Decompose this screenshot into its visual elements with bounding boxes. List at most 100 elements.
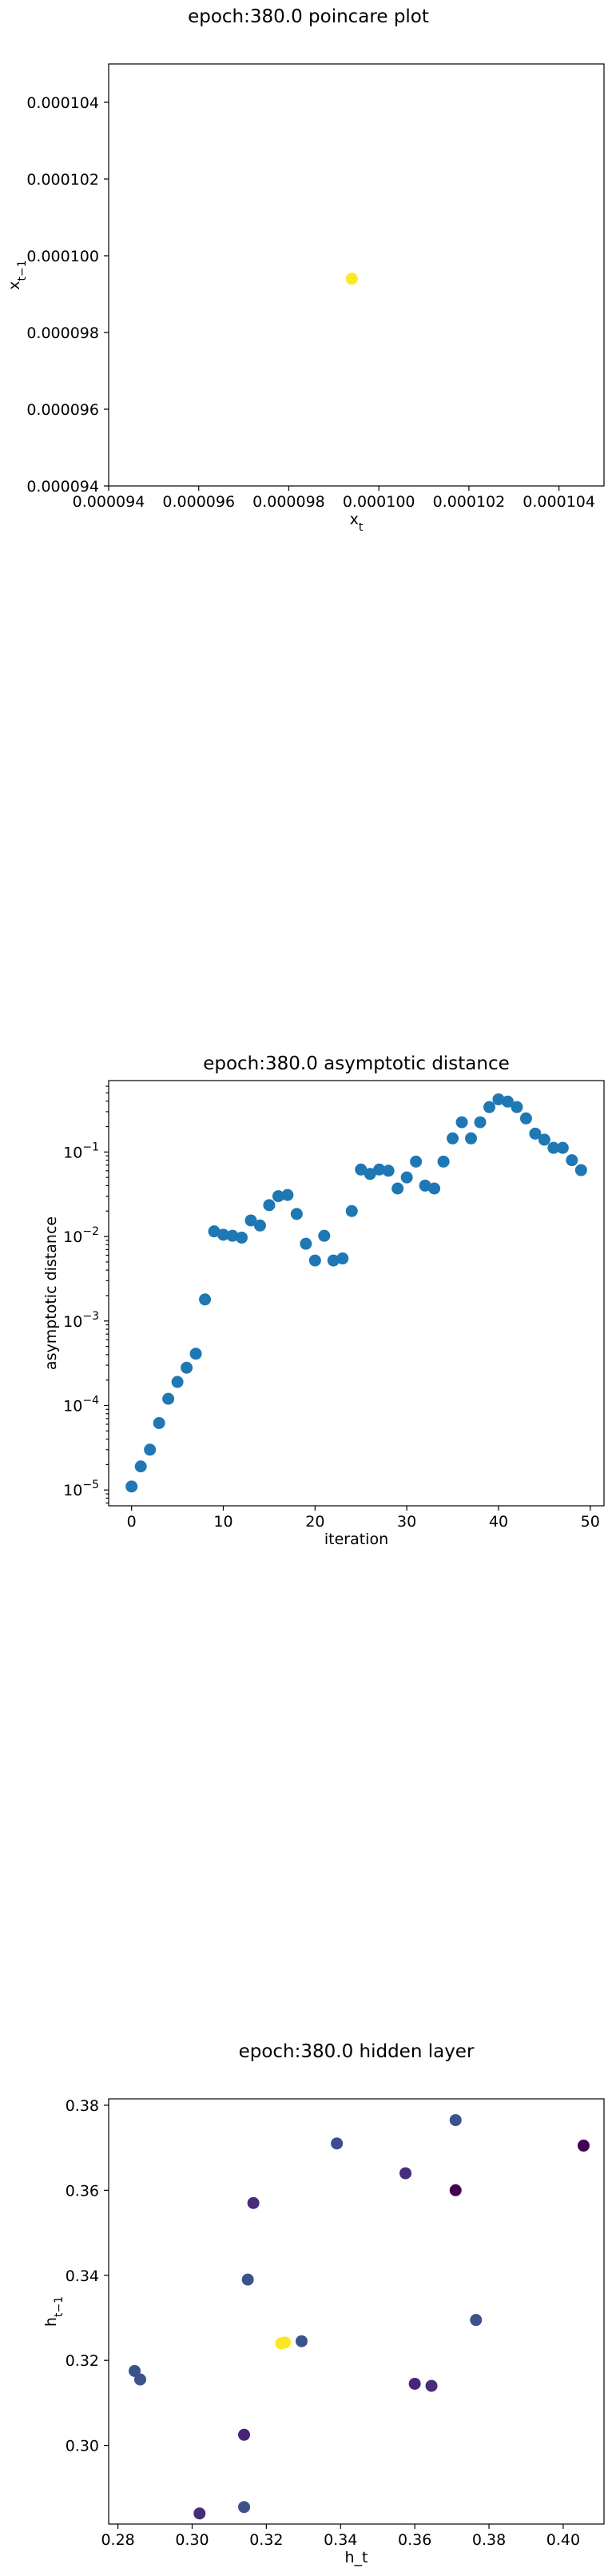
data-points xyxy=(345,273,358,285)
data-point xyxy=(235,1231,248,1244)
x-axis: 0.28 0.30 0.32 0.34 0.36 0.38 0.40 xyxy=(101,2524,580,2549)
data-point xyxy=(511,1101,523,1113)
data-point xyxy=(556,1141,569,1154)
data-point xyxy=(474,1116,487,1129)
data-point xyxy=(336,1252,349,1265)
plot-frame xyxy=(108,2098,605,2525)
data-point xyxy=(331,2137,344,2150)
data-point xyxy=(449,2184,462,2196)
data-point xyxy=(238,2501,251,2514)
y-axis: 10−5 10−4 10−3 10−2 10−1 xyxy=(63,1085,109,1504)
x-axis-label: iteration xyxy=(324,1531,388,1548)
x-tick-label: 0.000096 xyxy=(162,493,235,511)
x-axis: 0.000094 0.000096 0.000098 0.000100 0.000102… xyxy=(73,486,595,511)
x-tick-label: 0.32 xyxy=(249,2531,283,2549)
x-tick-label: 30 xyxy=(397,1513,416,1531)
data-point xyxy=(410,1155,423,1168)
data-point xyxy=(199,1293,212,1306)
y-tick-label: 0.36 xyxy=(66,2182,99,2200)
y-tick-label: 10−5 xyxy=(63,1479,99,1499)
y-tick-label: 0.000102 xyxy=(26,171,99,189)
y-axis-label: asymptotic distance xyxy=(42,1216,60,1370)
data-point xyxy=(162,1392,175,1405)
data-point xyxy=(226,1229,239,1242)
data-point xyxy=(238,2428,251,2441)
asymptotic-distance-chart: epoch:380.0 asymptotic distance 10−5 10−4… xyxy=(42,1053,605,1548)
data-point xyxy=(345,1204,358,1217)
data-point xyxy=(455,1116,468,1129)
chart-title: epoch:380.0 hidden layer xyxy=(239,2041,475,2062)
data-point xyxy=(419,1179,431,1192)
x-tick-label: 0.36 xyxy=(398,2531,431,2549)
x-tick-label: 20 xyxy=(305,1513,324,1531)
x-tick-label: 50 xyxy=(581,1513,600,1531)
data-point xyxy=(364,1168,376,1181)
data-point xyxy=(529,1127,542,1140)
y-tick-label: 0.000096 xyxy=(26,401,99,419)
data-point xyxy=(153,1416,165,1429)
y-axis-label-subscript: t−1 xyxy=(53,2296,66,2317)
data-point xyxy=(171,1376,184,1388)
data-point xyxy=(281,1188,294,1201)
x-tick-label: 0 xyxy=(127,1513,137,1531)
data-point xyxy=(193,2507,206,2520)
data-point xyxy=(399,2167,412,2180)
y-tick-label: 0.30 xyxy=(66,2438,99,2455)
data-point xyxy=(355,1163,368,1176)
x-tick-label: 0.34 xyxy=(324,2531,357,2549)
data-point xyxy=(465,1132,478,1145)
x-tick-label: 0.000102 xyxy=(433,493,506,511)
x-axis-label-subscript: t xyxy=(359,521,364,534)
data-point xyxy=(133,2373,146,2386)
data-point xyxy=(181,1361,193,1374)
hidden-layer-chart: epoch:380.0 hidden layer 0.30 0.32 0.34 0.3… xyxy=(42,2041,605,2566)
x-axis-label: h_t xyxy=(345,2549,368,2566)
data-point xyxy=(382,1165,395,1177)
data-point xyxy=(574,1164,587,1177)
data-point xyxy=(308,1254,321,1267)
data-point xyxy=(295,2335,308,2347)
data-point xyxy=(470,2314,483,2327)
data-point xyxy=(208,1225,221,1238)
y-tick-label: 0.000098 xyxy=(26,324,99,342)
y-axis: 0.000094 0.000096 0.000098 0.000100 0.000102… xyxy=(26,94,109,496)
x-tick-label: 0.38 xyxy=(472,2531,506,2549)
data-point xyxy=(447,1132,459,1145)
x-axis: 0 10 20 30 40 50 xyxy=(127,1506,600,1531)
y-tick-label: 0.000100 xyxy=(26,248,99,265)
data-point xyxy=(217,1228,230,1241)
poincare-plot-chart: epoch:380.0 poincare plot 0.0000940.0000… xyxy=(6,6,605,534)
data-point xyxy=(345,273,358,285)
data-point xyxy=(241,2273,254,2286)
plot-frame xyxy=(108,63,605,487)
data-point xyxy=(501,1095,514,1108)
x-tick-label: 0.000098 xyxy=(252,493,325,511)
data-point xyxy=(408,2377,421,2390)
data-point xyxy=(244,1214,257,1227)
y-tick-label: 0.32 xyxy=(66,2352,99,2370)
y-tick-label: 10−4 xyxy=(63,1395,99,1415)
y-tick-label: 0.34 xyxy=(66,2267,99,2285)
data-points xyxy=(129,2114,590,2520)
data-point xyxy=(492,1093,505,1105)
x-tick-label: 0.40 xyxy=(546,2531,580,2549)
x-tick-label: 0.30 xyxy=(175,2531,209,2549)
data-point xyxy=(189,1348,202,1360)
data-point xyxy=(373,1163,386,1176)
data-point xyxy=(577,2140,590,2152)
chart-title: epoch:380.0 poincare plot xyxy=(188,6,429,27)
data-point xyxy=(125,1480,138,1493)
data-point xyxy=(253,1219,266,1232)
data-point xyxy=(134,1460,147,1473)
y-tick-label: 0.000094 xyxy=(26,478,99,496)
data-point xyxy=(400,1171,413,1184)
data-point xyxy=(391,1182,404,1195)
data-point xyxy=(318,1229,331,1242)
data-point xyxy=(519,1112,532,1125)
y-tick-label: 10−2 xyxy=(63,1225,99,1246)
x-tick-label: 40 xyxy=(489,1513,508,1531)
x-tick-label: 0.000094 xyxy=(73,493,145,511)
data-point xyxy=(428,1182,441,1195)
x-tick-label: 10 xyxy=(213,1513,232,1531)
